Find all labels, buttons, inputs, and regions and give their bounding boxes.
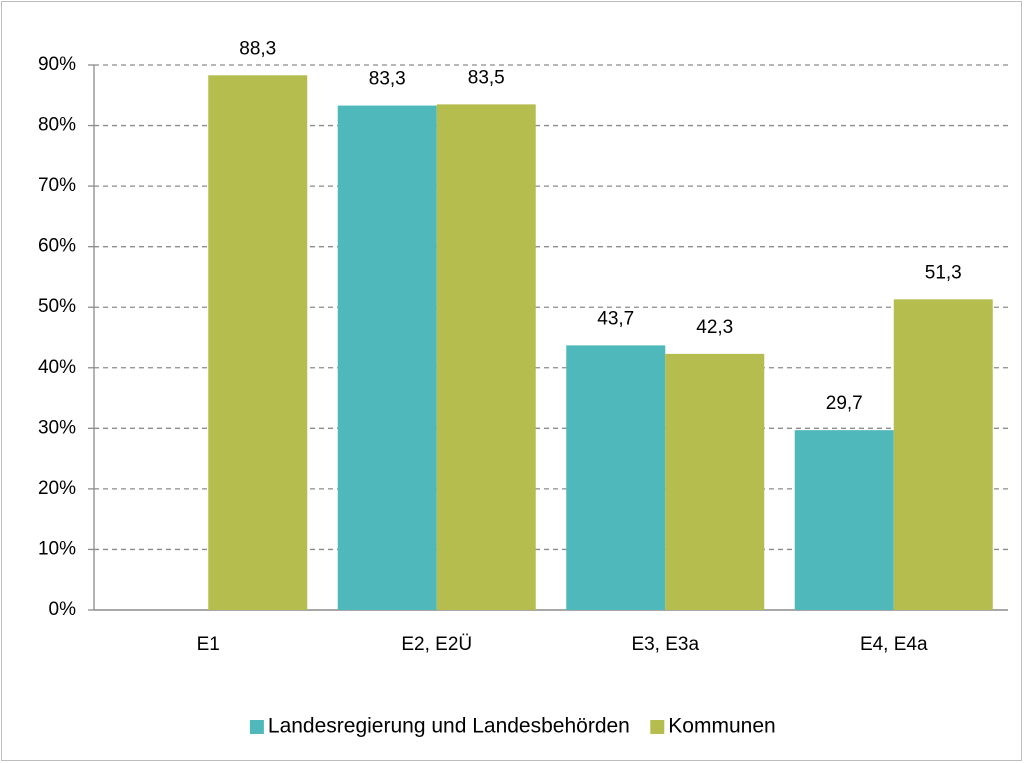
bar (665, 353, 765, 610)
legend-label: Landesregierung und Landesbehörden (268, 715, 630, 738)
x-tick-label: E1 (197, 634, 220, 655)
data-label: 88,3 (239, 38, 276, 59)
y-tick-label: 50% (38, 296, 76, 317)
x-tick-label: E2, E2Ü (401, 634, 472, 655)
data-label: 29,7 (826, 393, 863, 414)
data-label: 43,7 (597, 308, 634, 329)
y-tick-label: 70% (38, 175, 76, 196)
legend-swatch (650, 720, 665, 734)
legend-label: Kommunen (668, 715, 775, 738)
legend-swatch (249, 720, 264, 734)
bar (893, 299, 993, 610)
bar (794, 430, 894, 610)
bar (436, 104, 536, 610)
y-tick-label: 10% (38, 538, 76, 559)
bar (566, 345, 666, 610)
y-tick-label: 80% (38, 115, 76, 136)
data-label: 83,3 (369, 69, 406, 90)
data-label: 83,5 (468, 67, 505, 88)
x-tick-label: E4, E4a (860, 634, 928, 655)
data-label: 51,3 (925, 262, 962, 283)
y-tick-label: 60% (38, 236, 76, 257)
y-tick-label: 90% (38, 54, 76, 75)
bar (208, 75, 308, 611)
data-label: 42,3 (696, 317, 733, 338)
y-tick-label: 40% (38, 357, 76, 378)
x-tick-label: E3, E3a (631, 634, 699, 655)
y-tick-label: 30% (38, 417, 76, 438)
bar (337, 105, 437, 611)
y-tick-label: 0% (49, 599, 77, 620)
y-tick-label: 20% (38, 478, 76, 499)
